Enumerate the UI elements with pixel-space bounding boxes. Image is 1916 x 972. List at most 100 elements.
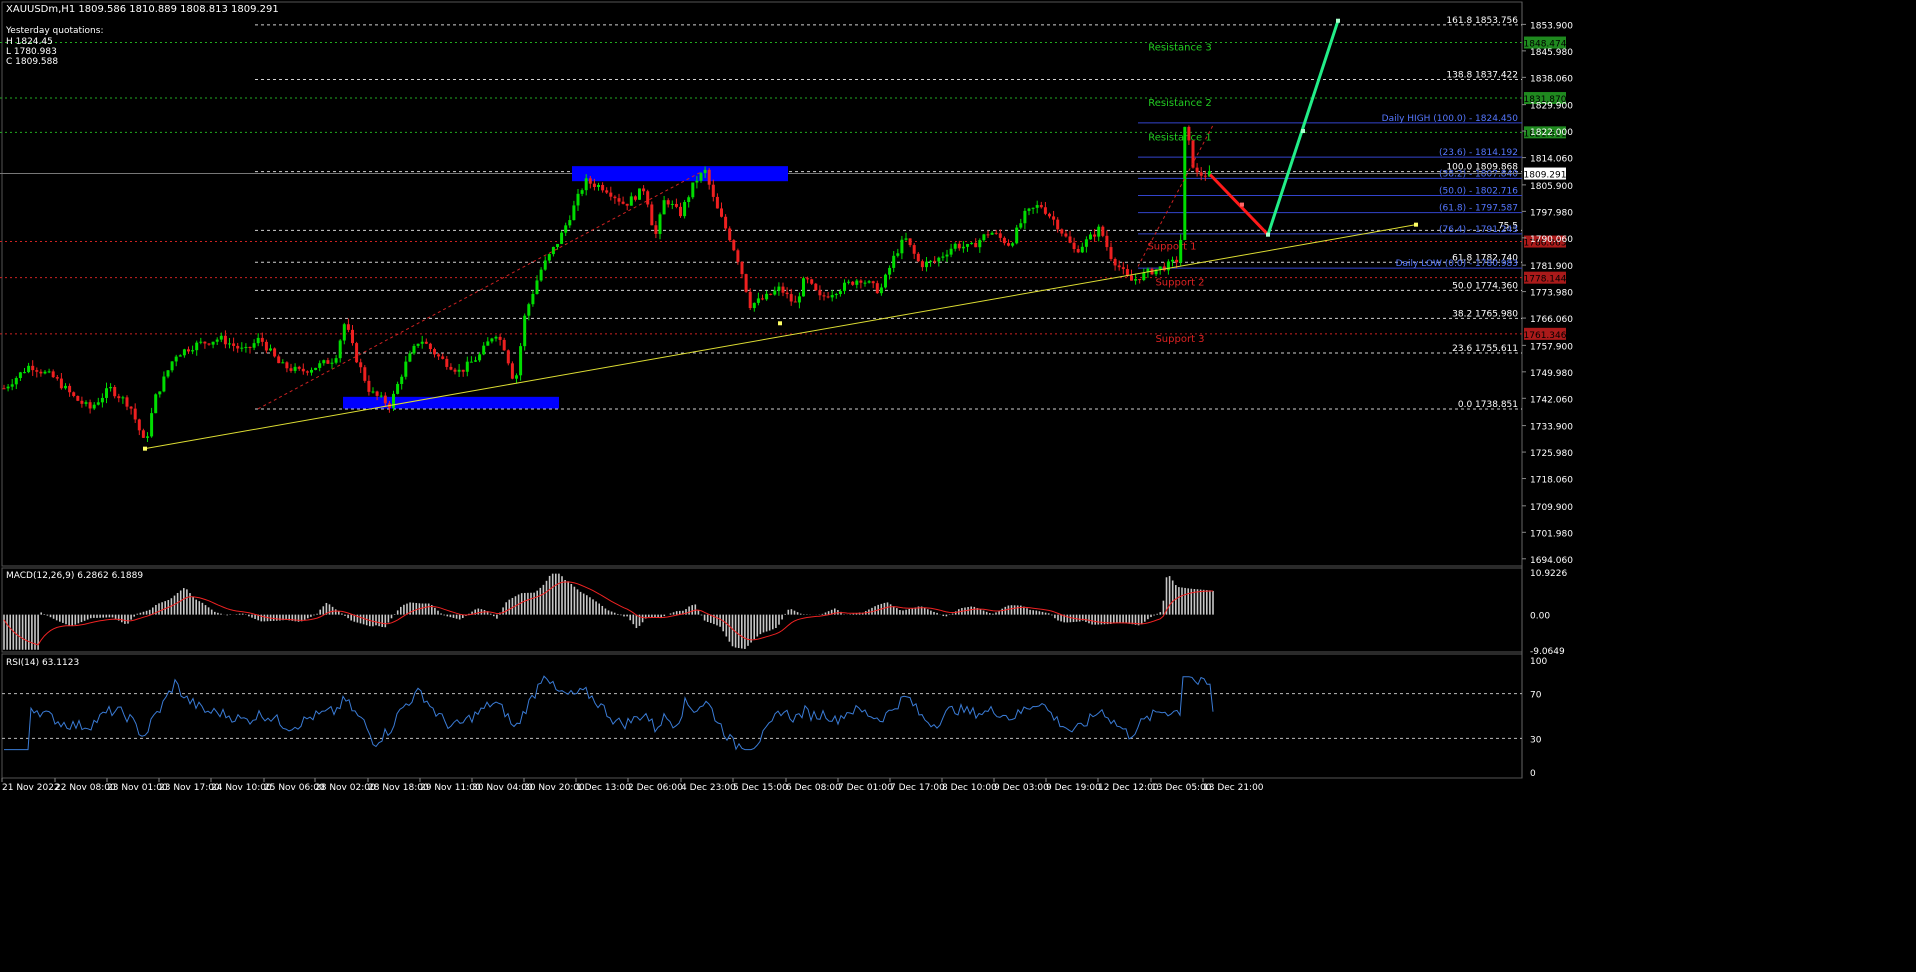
rsi-line bbox=[4, 675, 1214, 751]
fib-daily-label: (38.2) - 1807.840 bbox=[1439, 169, 1518, 179]
candle-body bbox=[1134, 279, 1138, 281]
candle-body bbox=[765, 293, 769, 300]
fib-ext-label: 38.2 1765.980 bbox=[1452, 309, 1518, 319]
candle-body bbox=[51, 371, 55, 378]
candle-body bbox=[43, 371, 47, 374]
rsi-tick-label: 100 bbox=[1530, 657, 1547, 667]
candle-body bbox=[236, 345, 240, 349]
candle-body bbox=[654, 225, 658, 234]
yesterday-close: C 1809.588 bbox=[6, 57, 58, 67]
candle-body bbox=[1183, 126, 1187, 240]
candle-body bbox=[297, 366, 301, 369]
candle-body bbox=[1109, 247, 1113, 259]
candle-body bbox=[400, 376, 404, 384]
price-tick-label: 1829.900 bbox=[1530, 102, 1573, 112]
support-label: Support 1 bbox=[1147, 242, 1196, 253]
candle-body bbox=[80, 400, 84, 404]
candle-body bbox=[125, 397, 129, 407]
candle-body bbox=[879, 287, 883, 294]
candle-body bbox=[838, 291, 842, 295]
candle-body bbox=[584, 178, 588, 191]
price-tick-label: 1853.900 bbox=[1530, 21, 1573, 31]
time-tick-label: 24 Nov 10:00 bbox=[211, 783, 272, 793]
candle-body bbox=[228, 343, 231, 345]
macd-tick-label: 10.9226 bbox=[1530, 569, 1567, 579]
ascending-trendline bbox=[144, 224, 1417, 450]
candle-body bbox=[588, 178, 592, 184]
candle-body bbox=[154, 394, 158, 414]
time-tick-label: 22 Nov 08:00 bbox=[55, 783, 116, 793]
candle-body bbox=[59, 378, 63, 389]
candle-body bbox=[1142, 272, 1146, 281]
price-tick-label: 1805.900 bbox=[1530, 182, 1573, 192]
fib-daily-label: (50.0) - 1802.716 bbox=[1439, 187, 1518, 197]
time-tick-label: 12 Dec 12:00 bbox=[1098, 783, 1159, 793]
candle-body bbox=[412, 345, 416, 354]
candle-body bbox=[465, 361, 469, 372]
rsi-panel[interactable] bbox=[1, 653, 1523, 779]
candle-body bbox=[982, 234, 986, 241]
candle-body bbox=[597, 184, 600, 187]
resistance-price-tag bbox=[1524, 126, 1566, 139]
candle-body bbox=[834, 294, 838, 296]
candle-body bbox=[912, 245, 916, 254]
candle-body bbox=[625, 203, 629, 206]
candle-body bbox=[699, 173, 703, 181]
candle-body bbox=[256, 337, 260, 344]
candle-body bbox=[392, 393, 395, 408]
candle-body bbox=[892, 255, 896, 268]
candle-body bbox=[379, 395, 383, 397]
candle-body bbox=[609, 192, 613, 197]
candle-body bbox=[113, 386, 117, 397]
candle-body bbox=[1121, 267, 1125, 270]
candle-body bbox=[273, 348, 277, 357]
candle-body bbox=[445, 358, 449, 367]
candle-body bbox=[1195, 167, 1199, 173]
candle-body bbox=[650, 204, 654, 226]
candle-body bbox=[724, 216, 728, 229]
candle-body bbox=[64, 385, 67, 389]
candle-body bbox=[1048, 213, 1051, 217]
candle-body bbox=[974, 242, 978, 248]
candle-body bbox=[100, 397, 104, 403]
resistance-price: 1821.611 bbox=[1524, 129, 1567, 139]
supply-demand-zones bbox=[343, 166, 788, 409]
candle-body bbox=[1125, 269, 1129, 276]
candle-body bbox=[449, 366, 453, 370]
candle-body bbox=[707, 169, 711, 185]
candle-body bbox=[728, 228, 732, 241]
time-tick-label: 9 Dec 19:00 bbox=[1046, 783, 1101, 793]
candle-body bbox=[1068, 236, 1072, 243]
candle-body bbox=[1002, 237, 1006, 244]
candle-body bbox=[182, 349, 186, 356]
candle-body bbox=[92, 404, 96, 409]
candle-body bbox=[211, 341, 215, 345]
price-tick-label: 1838.060 bbox=[1530, 74, 1573, 84]
main-panel[interactable] bbox=[1, 1, 1523, 567]
forecast-up-node bbox=[1336, 18, 1340, 23]
candle-body bbox=[744, 274, 748, 292]
fib-daily-label: Daily HIGH (100.0) - 1824.450 bbox=[1382, 114, 1519, 124]
candle-body bbox=[1072, 242, 1076, 250]
candle-body bbox=[178, 355, 182, 357]
macd-tick-label: -9.0649 bbox=[1530, 647, 1565, 657]
candle-body bbox=[556, 243, 559, 247]
time-tick-label: 8 Dec 10:00 bbox=[942, 783, 997, 793]
fib-ext-label: 50.0 1774.360 bbox=[1452, 281, 1518, 291]
price-tick-label: 1822.000 bbox=[1530, 128, 1573, 138]
current-price-tag bbox=[1524, 167, 1566, 180]
candle-body bbox=[31, 365, 35, 371]
candle-body bbox=[404, 361, 408, 377]
candle-body bbox=[580, 190, 584, 194]
candle-body bbox=[1199, 172, 1203, 176]
candle-body bbox=[330, 362, 334, 364]
trendlines[interactable] bbox=[143, 123, 1418, 451]
candle-body bbox=[457, 369, 461, 372]
candle-body bbox=[346, 324, 350, 330]
macd-indicator: 10.9226 0.00 -9.0649 bbox=[3, 569, 1567, 657]
macd-signal-line bbox=[3, 581, 1213, 646]
resistance-price-tag bbox=[1524, 92, 1566, 105]
candle-body bbox=[658, 214, 662, 234]
candle-body bbox=[900, 239, 904, 254]
